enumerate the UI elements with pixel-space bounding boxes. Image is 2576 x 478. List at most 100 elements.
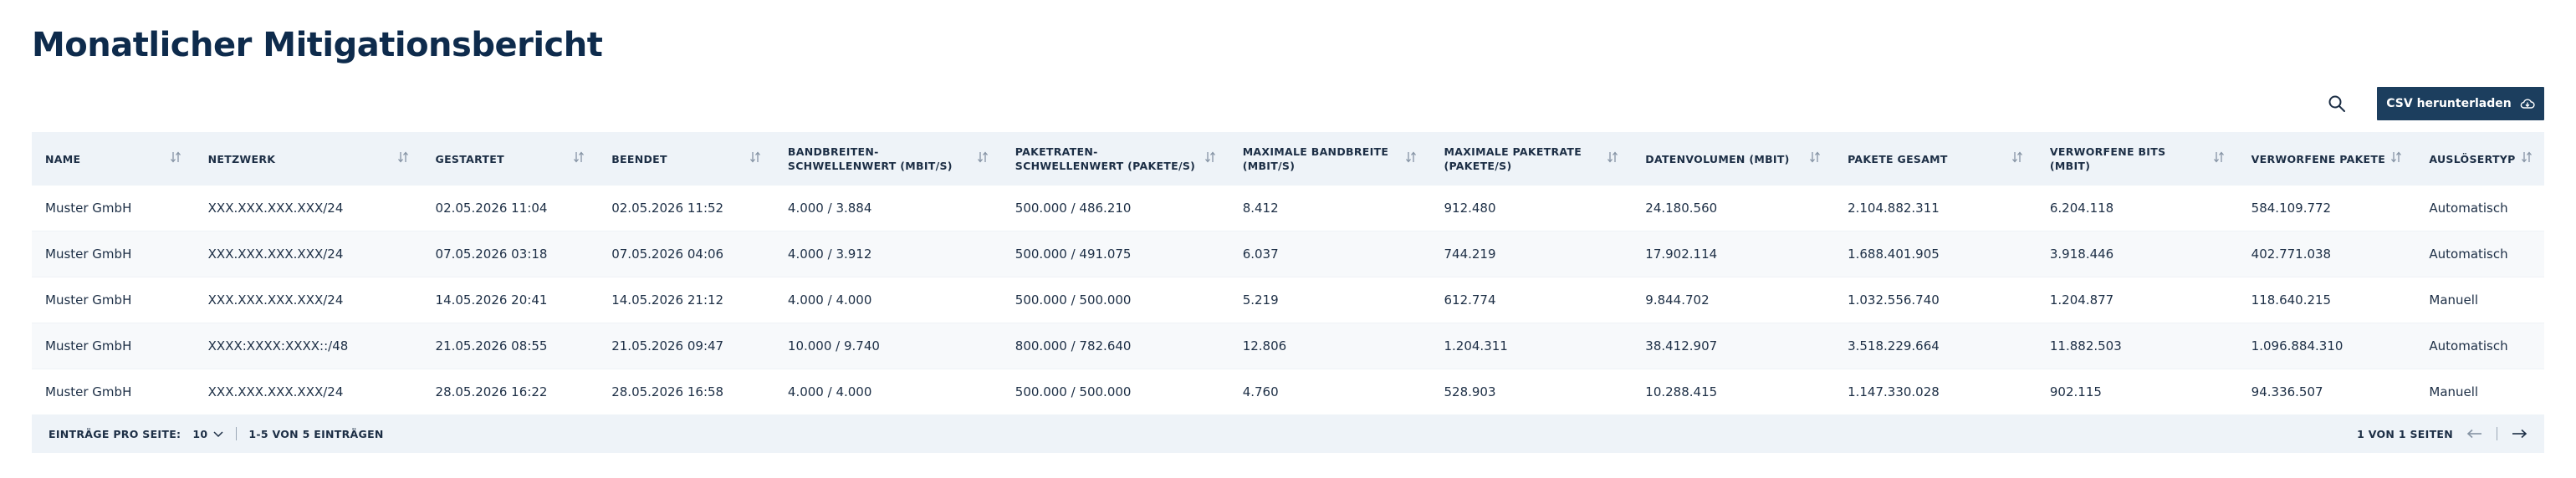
column-header[interactable]: Maximale Paketrate (Pakete/s) — [1430, 132, 1633, 186]
column-header-label: Verworfene Bits (Mbit) — [2049, 145, 2166, 172]
column-header-label: Verworfene Pakete — [2251, 152, 2386, 165]
divider — [236, 427, 238, 440]
column-header-label: Netzwerk — [207, 152, 276, 165]
table-header-row: Name Netzwerk Gestartet Beendet Bandbreiten-… — [32, 132, 2544, 186]
table-cell: Automatisch — [2415, 186, 2544, 231]
table-cell: 612.774 — [1430, 277, 1633, 323]
sort-icon[interactable] — [170, 150, 181, 167]
table-cell: 744.219 — [1430, 231, 1633, 277]
table-cell: 4.000 / 3.912 — [774, 231, 1002, 277]
search-button[interactable] — [2322, 89, 2352, 119]
table-row[interactable]: Muster GmbH XXX.XXX.XXX.XXX/24 28.05.2026 … — [32, 369, 2544, 415]
table-cell: 10.000 / 9.740 — [774, 323, 1002, 369]
table-cell: 528.903 — [1430, 369, 1633, 415]
table-row[interactable]: Muster GmbH XXXX:XXXX:XXXX::/48 21.05.2026… — [32, 323, 2544, 369]
table-cell: Automatisch — [2415, 231, 2544, 277]
table-cell: 2.104.882.311 — [1834, 186, 2037, 231]
table-cell: 1.204.877 — [2036, 277, 2238, 323]
table-cell: Muster GmbH — [32, 231, 195, 277]
table-cell: 500.000 / 486.210 — [1001, 186, 1229, 231]
column-header[interactable]: Gestartet — [422, 132, 599, 186]
search-icon — [2328, 95, 2345, 112]
pagination-bar: Einträge pro Seite: 10 1-5 von 5 Einträg… — [32, 414, 2544, 453]
table-cell: 902.115 — [2036, 369, 2238, 415]
table-cell: 1.688.401.905 — [1834, 231, 2037, 277]
page-indicator: 1 von 1 Seiten — [2357, 427, 2453, 440]
table-cell: Muster GmbH — [32, 186, 195, 231]
csv-download-button[interactable]: CSV herunterladen — [2377, 87, 2544, 120]
column-header[interactable]: Verworfene Bits (Mbit) — [2036, 132, 2238, 186]
table-cell: 28.05.2026 16:58 — [598, 369, 774, 415]
column-header-label: Pakete gesamt — [1848, 152, 1948, 165]
sort-icon[interactable] — [2011, 150, 2023, 167]
table-cell: Muster GmbH — [32, 369, 195, 415]
table-cell: 584.109.772 — [2237, 186, 2416, 231]
table-cell: 6.204.118 — [2036, 186, 2238, 231]
column-header-label: Bandbreiten-Schwellenwert (Mbit/s) — [787, 145, 953, 172]
table-row[interactable]: Muster GmbH XXX.XXX.XXX.XXX/24 14.05.2026 … — [32, 277, 2544, 323]
table-cell: 4.000 / 4.000 — [774, 277, 1002, 323]
table-cell: 3.518.229.664 — [1834, 323, 2037, 369]
column-header[interactable]: Bandbreiten-Schwellenwert (Mbit/s) — [774, 132, 1002, 186]
sort-icon[interactable] — [1809, 150, 1821, 167]
sort-icon[interactable] — [1204, 150, 1216, 167]
next-page-button[interactable] — [2511, 429, 2527, 439]
column-header[interactable]: Auslösertyp — [2415, 132, 2544, 186]
prev-page-button[interactable] — [2466, 429, 2483, 439]
csv-download-label: CSV herunterladen — [2386, 97, 2512, 110]
table-cell: 3.918.446 — [2036, 231, 2238, 277]
mitigation-table: Name Netzwerk Gestartet Beendet Bandbreiten-… — [32, 132, 2544, 415]
table-cell: 94.336.507 — [2237, 369, 2416, 415]
sort-icon[interactable] — [1405, 150, 1417, 167]
table-cell: 10.288.415 — [1632, 369, 1835, 415]
table-cell: 6.037 — [1229, 231, 1431, 277]
table-cell: 912.480 — [1430, 186, 1633, 231]
table-cell: 21.05.2026 09:47 — [598, 323, 774, 369]
table-cell: 14.05.2026 20:41 — [422, 277, 599, 323]
table-row[interactable]: Muster GmbH XXX.XXX.XXX.XXX/24 02.05.2026 … — [32, 186, 2544, 231]
column-header[interactable]: Maximale Bandbreite (Mbit/s) — [1229, 132, 1431, 186]
per-page-label: Einträge pro Seite: — [49, 427, 181, 440]
table-cell: XXX.XXX.XXX.XXX/24 — [194, 369, 422, 415]
cloud-download-icon — [2520, 99, 2535, 109]
table-cell: 07.05.2026 04:06 — [598, 231, 774, 277]
sort-icon[interactable] — [573, 150, 585, 167]
report-page: Monatlicher Mitigationsbericht CSV herun… — [32, 0, 2544, 478]
sort-icon[interactable] — [977, 150, 989, 167]
table-cell: 500.000 / 500.000 — [1001, 369, 1229, 415]
column-header[interactable]: Beendet — [598, 132, 774, 186]
table-cell: XXXX:XXXX:XXXX::/48 — [194, 323, 422, 369]
column-header[interactable]: Name — [32, 132, 195, 186]
sort-icon[interactable] — [2521, 150, 2533, 167]
table-row[interactable]: Muster GmbH XXX.XXX.XXX.XXX/24 07.05.2026 … — [32, 231, 2544, 277]
table-cell: 02.05.2026 11:04 — [422, 186, 599, 231]
sort-icon[interactable] — [1607, 150, 1618, 167]
column-header[interactable]: Datenvolumen (Mbit) — [1632, 132, 1835, 186]
table-cell: 28.05.2026 16:22 — [422, 369, 599, 415]
column-header[interactable]: Netzwerk — [194, 132, 422, 186]
column-header[interactable]: Pakete gesamt — [1834, 132, 2037, 186]
table-cell: 14.05.2026 21:12 — [598, 277, 774, 323]
sort-icon[interactable] — [2213, 150, 2225, 167]
sort-icon[interactable] — [397, 150, 409, 167]
table-cell: 07.05.2026 03:18 — [422, 231, 599, 277]
table-cell: 4.000 / 4.000 — [774, 369, 1002, 415]
table-cell: 500.000 / 500.000 — [1001, 277, 1229, 323]
column-header-label: Name — [45, 152, 81, 165]
column-header[interactable]: Verworfene Pakete — [2237, 132, 2416, 186]
per-page-select[interactable]: 10 — [192, 428, 224, 440]
page-title: Monatlicher Mitigationsbericht — [32, 26, 603, 64]
arrow-right-icon — [2512, 429, 2527, 439]
column-header-label: Paketraten-Schwellenwert (Pakete/s) — [1015, 145, 1196, 172]
sort-icon[interactable] — [749, 150, 761, 167]
table-cell: Muster GmbH — [32, 277, 195, 323]
column-header[interactable]: Paketraten-Schwellenwert (Pakete/s) — [1001, 132, 1229, 186]
table-cell: 500.000 / 491.075 — [1001, 231, 1229, 277]
column-header-label: Gestartet — [435, 152, 504, 165]
sort-icon[interactable] — [2390, 150, 2402, 167]
table-cell: 9.844.702 — [1632, 277, 1835, 323]
table-cell: 11.882.503 — [2036, 323, 2238, 369]
table-cell: 4.000 / 3.884 — [774, 186, 1002, 231]
table-cell: Manuell — [2415, 369, 2544, 415]
table-cell: 4.760 — [1229, 369, 1431, 415]
